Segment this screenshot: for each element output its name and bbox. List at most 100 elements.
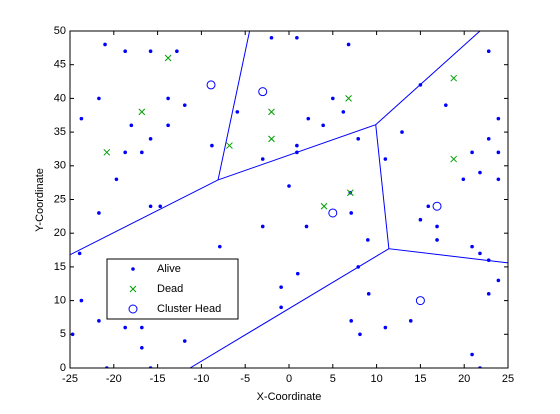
- point: [123, 150, 127, 155]
- point: [349, 319, 353, 323]
- point: [383, 325, 388, 330]
- x-tick-label: -15: [150, 373, 166, 385]
- point: [123, 49, 127, 54]
- point: [258, 87, 268, 97]
- y-tick-label: 35: [54, 126, 66, 138]
- point: [295, 271, 300, 276]
- point: [166, 96, 170, 101]
- point: [295, 150, 299, 155]
- point: [415, 296, 425, 306]
- y-tick-label: 5: [60, 328, 66, 340]
- point: [279, 285, 283, 289]
- point: [331, 96, 335, 101]
- point: [432, 201, 442, 211]
- point: [426, 204, 431, 209]
- point: [79, 298, 84, 303]
- point: [496, 150, 501, 155]
- point: [478, 170, 482, 175]
- point: [164, 54, 172, 62]
- point: [217, 244, 222, 249]
- point: [435, 224, 439, 229]
- x-tick-label: -5: [240, 373, 250, 385]
- point: [206, 80, 216, 90]
- point: [295, 143, 299, 148]
- point: [400, 130, 404, 134]
- y-tick-label: 0: [60, 362, 66, 374]
- point: [210, 143, 214, 148]
- point: [478, 251, 482, 256]
- point: [103, 42, 107, 47]
- point: [140, 345, 144, 350]
- y-tick-label: 25: [54, 193, 66, 205]
- point: [235, 110, 240, 114]
- legend-marker: [131, 267, 135, 271]
- point: [450, 155, 458, 163]
- point: [320, 202, 328, 210]
- y-tick-label: 15: [54, 261, 66, 273]
- point: [486, 137, 491, 141]
- point: [470, 244, 474, 249]
- point: [226, 142, 233, 149]
- legend-marker: [129, 285, 137, 293]
- point: [268, 108, 275, 116]
- legend-marker: [128, 304, 138, 314]
- x-axis-label: X-Coordinate: [257, 391, 322, 403]
- point: [470, 150, 474, 155]
- point: [182, 339, 187, 343]
- point: [123, 325, 127, 330]
- point: [496, 278, 501, 283]
- x-tick-label: -25: [62, 373, 78, 385]
- point: [269, 35, 274, 40]
- point: [408, 319, 413, 323]
- point: [148, 49, 153, 54]
- point: [114, 177, 119, 182]
- point: [268, 135, 275, 143]
- point: [295, 35, 299, 40]
- x-tick-label: 20: [458, 373, 470, 385]
- x-tick-label: 10: [370, 373, 382, 385]
- point: [175, 49, 179, 54]
- point: [356, 265, 361, 269]
- point: [129, 123, 134, 128]
- point: [346, 189, 354, 197]
- point: [79, 116, 84, 121]
- point: [287, 184, 291, 188]
- point: [97, 211, 101, 215]
- x-tick-label: 15: [414, 373, 426, 385]
- x-tick-label: 5: [330, 373, 336, 385]
- point: [450, 74, 458, 82]
- point: [148, 204, 153, 209]
- point: [138, 108, 146, 116]
- point: [70, 332, 75, 337]
- point: [496, 116, 501, 121]
- point: [328, 208, 338, 218]
- axes-box: [69, 30, 509, 369]
- point: [366, 292, 371, 296]
- point: [166, 123, 170, 128]
- point: [279, 305, 283, 310]
- point: [140, 150, 144, 155]
- x-tick-label: -10: [193, 373, 209, 385]
- point: [444, 103, 448, 107]
- point: [103, 148, 111, 156]
- point: [383, 157, 388, 161]
- point: [435, 238, 439, 242]
- point: [140, 325, 144, 330]
- point: [358, 332, 362, 337]
- point: [341, 110, 346, 114]
- y-tick-label: 50: [54, 25, 66, 37]
- point: [356, 137, 361, 141]
- y-tick-label: 10: [54, 295, 66, 307]
- x-tick-label: -20: [106, 373, 122, 385]
- point: [418, 83, 423, 87]
- point: [158, 204, 163, 209]
- point: [418, 217, 423, 222]
- y-tick-label: 45: [54, 59, 66, 71]
- x-tick-label: 25: [502, 373, 514, 385]
- point: [97, 319, 101, 323]
- point: [304, 224, 309, 229]
- point: [77, 251, 82, 256]
- point: [260, 224, 265, 229]
- plot-content: [70, 31, 508, 368]
